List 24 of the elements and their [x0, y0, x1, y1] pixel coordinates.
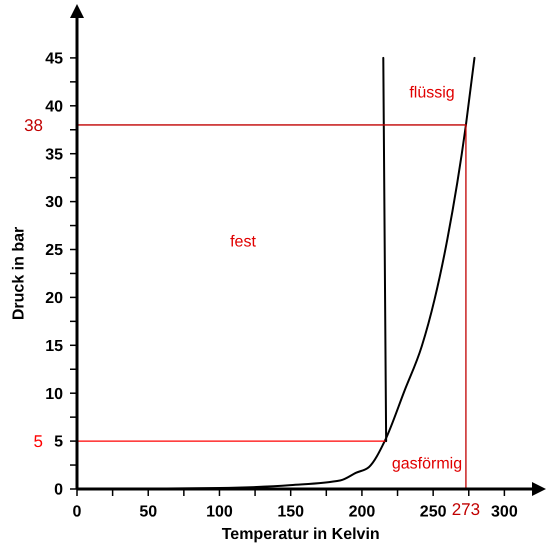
annotation: fest	[230, 234, 256, 251]
y-tick-label: 5	[54, 434, 64, 451]
y-axis-title: Druck in bar	[10, 226, 28, 320]
y-tick-label: 20	[45, 290, 64, 307]
y-tick-label: 10	[45, 386, 64, 403]
x-tick-label: 50	[139, 503, 158, 520]
x-tick-label: 300	[491, 503, 518, 520]
text: 38	[24, 116, 43, 135]
x-tick-label: 250	[420, 503, 447, 520]
x-tick-label: 0	[72, 503, 82, 520]
y-tick-label: 15	[45, 338, 64, 355]
y-tick-label: 0	[54, 482, 64, 499]
y-tick-label: 40	[45, 98, 64, 116]
annotation: flüssig	[409, 84, 455, 102]
y-tick-label: 45	[45, 50, 64, 68]
x-tick-label: 100	[206, 503, 233, 520]
y-tick-label: 30	[45, 194, 64, 212]
series-label: 273	[452, 500, 480, 520]
y-tick-label: 35	[45, 146, 64, 164]
y-tick-label: 25	[45, 242, 64, 260]
x-axis-title: Temperatur in Kelvin	[222, 526, 380, 543]
x-tick-label: 150	[277, 503, 304, 520]
annotation: gasförmig	[392, 456, 462, 473]
x-tick-label: 200	[348, 503, 376, 520]
